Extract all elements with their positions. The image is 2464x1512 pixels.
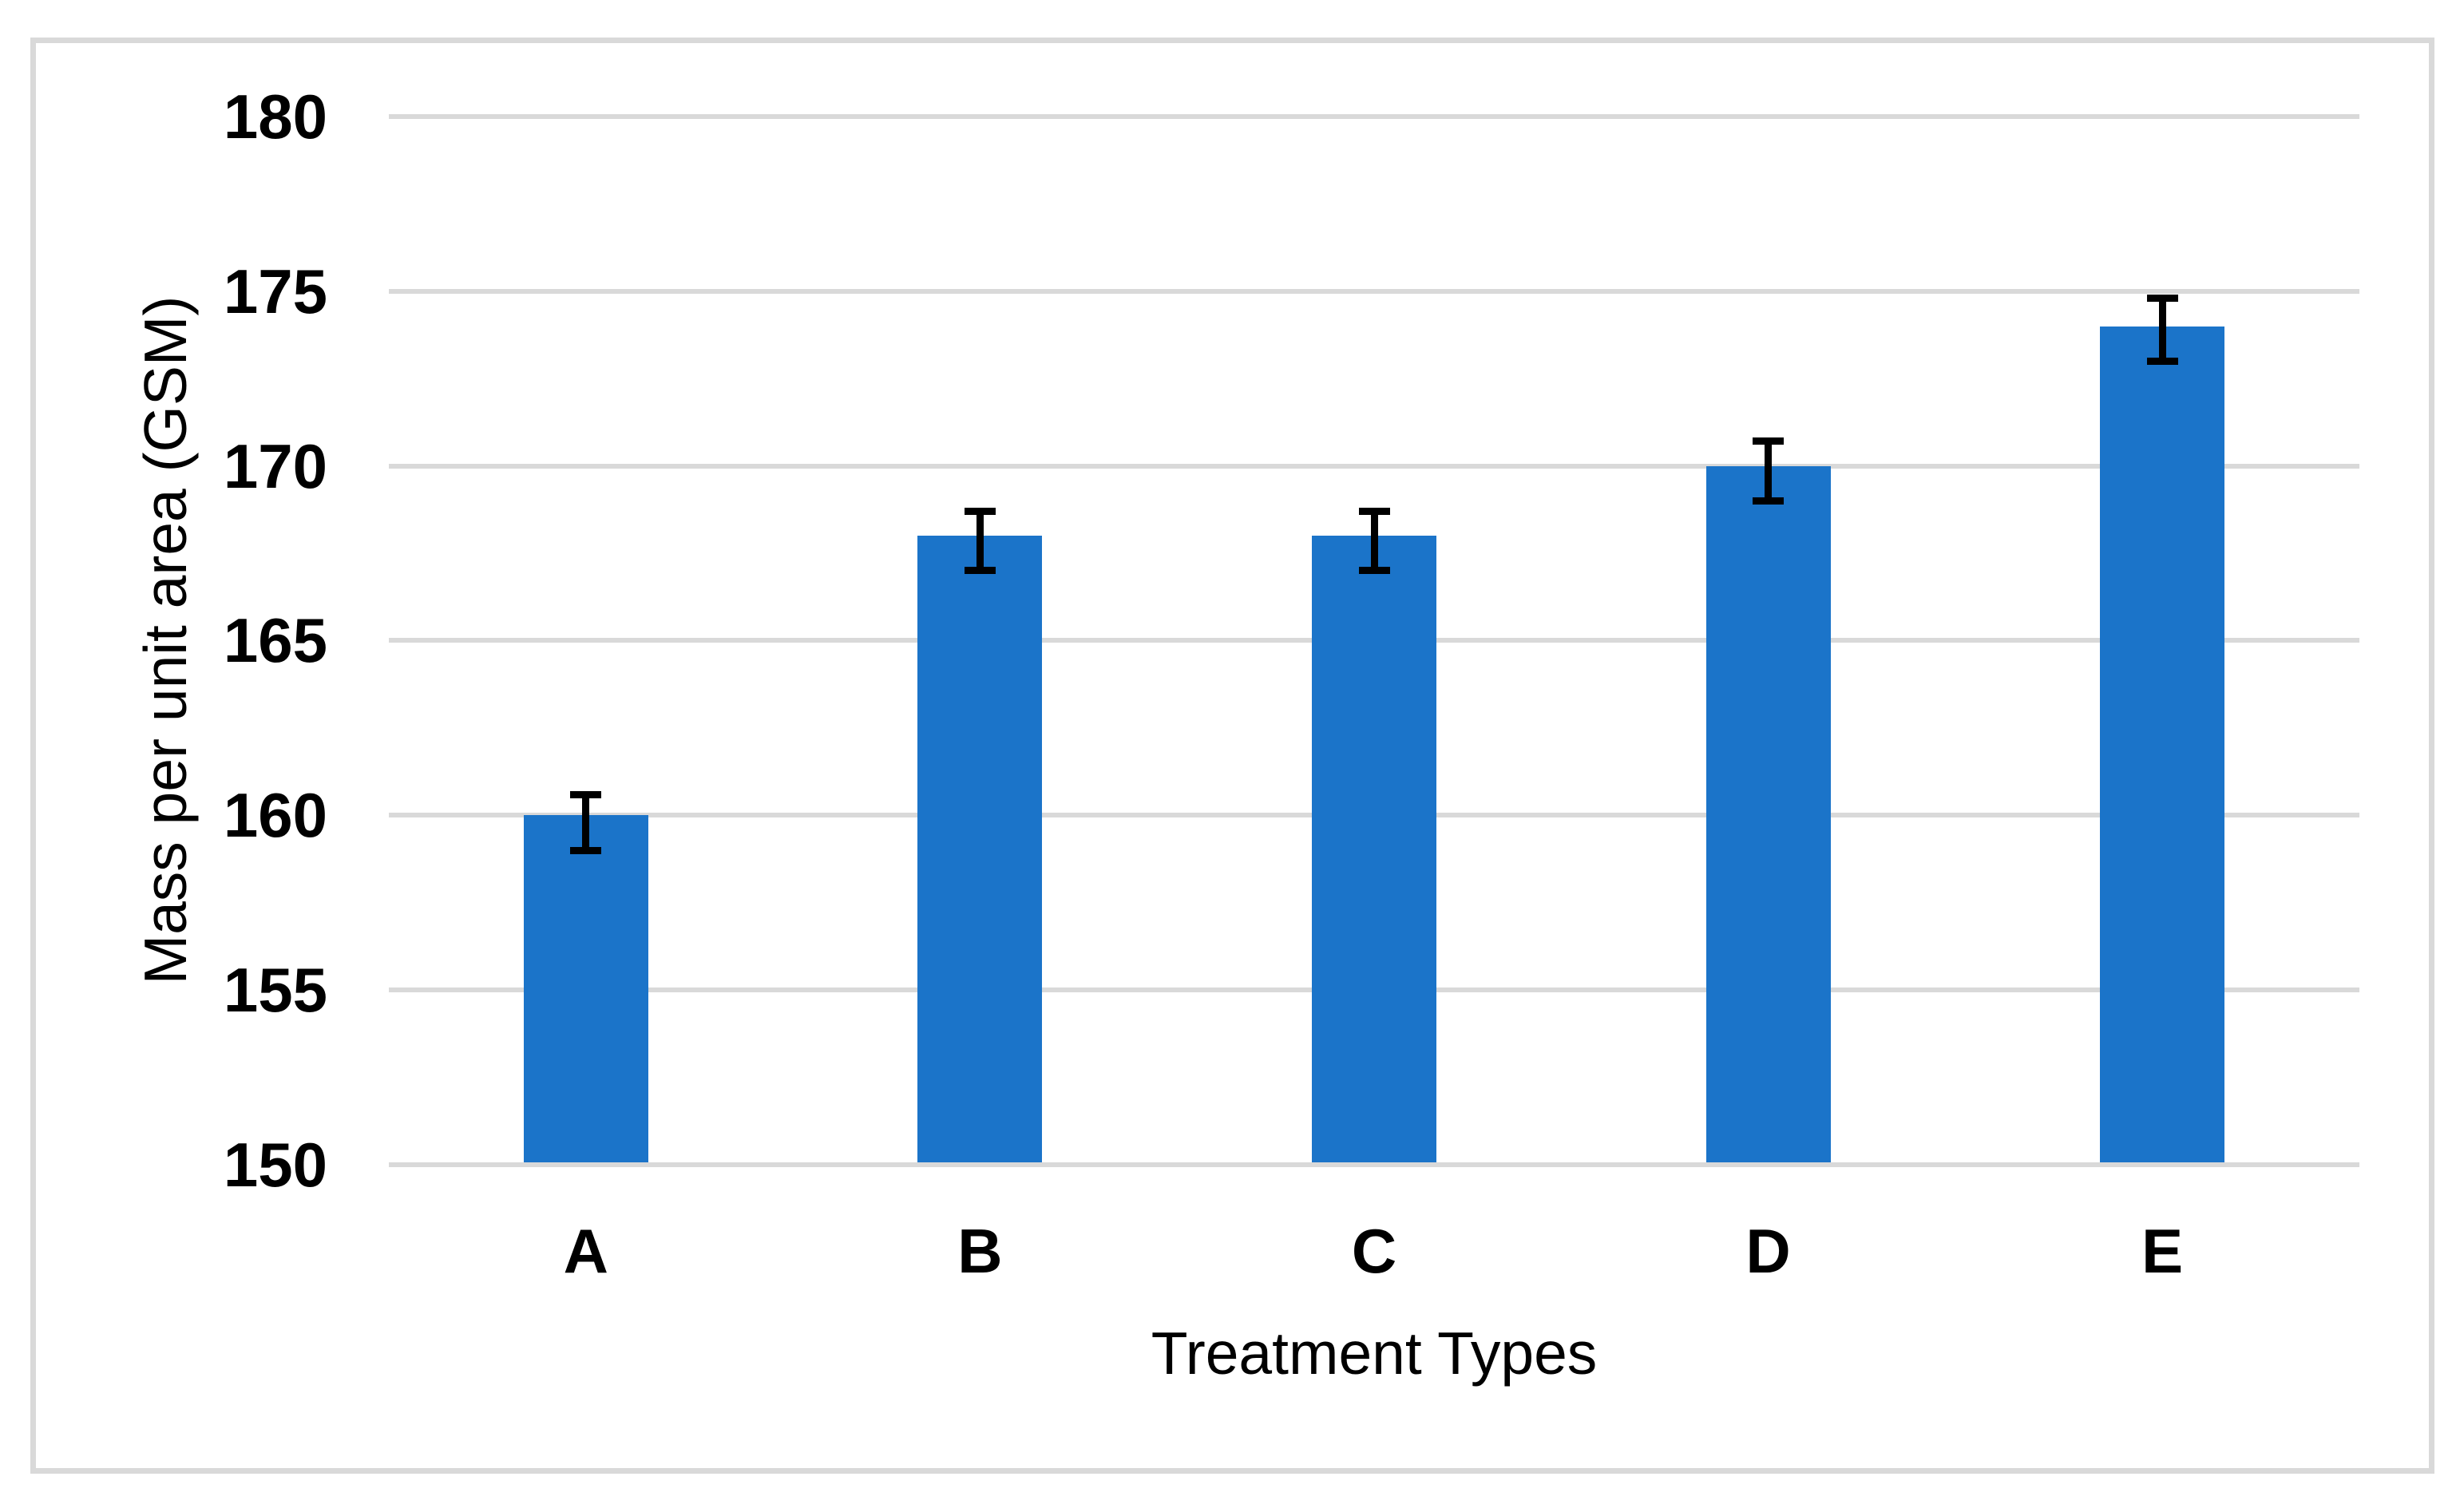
- error-bar-D-whisker: [1765, 441, 1773, 501]
- category-label-B: B: [957, 1216, 1003, 1286]
- y-tick-label-155: 155: [223, 955, 327, 1026]
- error-bar-C-bottom-cap: [1358, 567, 1390, 575]
- gridline-180: [389, 113, 2359, 119]
- error-bar-A-whisker: [582, 794, 590, 851]
- error-bar-E-top-cap: [2146, 295, 2178, 302]
- y-tick-label-180: 180: [223, 81, 327, 152]
- error-bar-D-bottom-cap: [1753, 497, 1785, 505]
- error-bar-A-bottom-cap: [570, 846, 602, 854]
- error-bar-E-bottom-cap: [2146, 357, 2178, 365]
- error-bar-C-whisker: [1370, 511, 1378, 571]
- category-label-E: E: [2141, 1216, 2184, 1286]
- category-label-C: C: [1351, 1216, 1397, 1286]
- error-bar-A-top-cap: [570, 790, 602, 798]
- category-label-D: D: [1745, 1216, 1791, 1286]
- gridline-170: [389, 463, 2359, 469]
- bar-C: [1312, 536, 1436, 1162]
- error-bar-B-whisker: [976, 511, 984, 571]
- x-axis-title: Treatment Types: [1151, 1320, 1598, 1387]
- bar-D: [1705, 465, 1831, 1162]
- error-bar-B-top-cap: [964, 508, 996, 515]
- y-tick-label-165: 165: [223, 605, 327, 676]
- category-label-A: A: [563, 1216, 608, 1286]
- error-bar-E-whisker: [2158, 298, 2166, 362]
- y-tick-label-170: 170: [223, 430, 327, 501]
- error-bar-C-top-cap: [1358, 508, 1390, 515]
- bar-B: [917, 536, 1043, 1162]
- error-bar-B-bottom-cap: [964, 567, 996, 575]
- x-axis-line: [389, 1162, 2359, 1167]
- plot-area: [389, 80, 2359, 1213]
- y-tick-label-160: 160: [223, 780, 327, 851]
- error-bar-D-top-cap: [1753, 437, 1785, 445]
- gridline-175: [389, 288, 2359, 294]
- y-tick-label-150: 150: [223, 1130, 327, 1200]
- chart-outer-border: [30, 38, 2434, 1474]
- bar-A: [523, 815, 648, 1162]
- bar-E: [2100, 326, 2225, 1162]
- y-tick-label-175: 175: [223, 255, 327, 327]
